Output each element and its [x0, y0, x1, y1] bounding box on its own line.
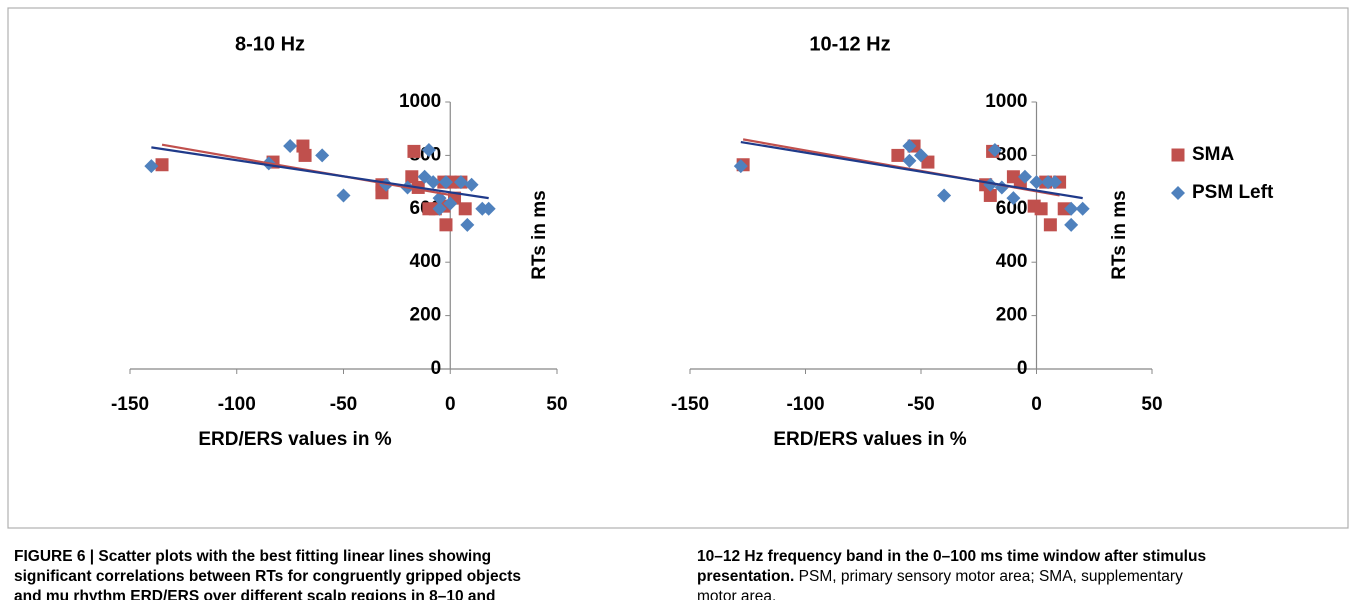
point [987, 143, 1002, 158]
y-tick-label: 0 [1017, 358, 1028, 379]
point [1029, 175, 1044, 190]
point [283, 139, 298, 154]
point [421, 143, 436, 158]
chart-title: 10-12 Hz [809, 33, 890, 55]
point [1047, 175, 1062, 190]
y-tick-label: 800 [996, 144, 1028, 165]
y-tick-label: 1000 [399, 91, 441, 112]
point [902, 139, 917, 154]
y-tick-label: 600 [996, 198, 1028, 219]
point [937, 188, 952, 203]
legend-marker [1171, 148, 1185, 162]
point [1064, 217, 1079, 232]
x-tick-label: -50 [330, 394, 357, 415]
point [914, 148, 928, 163]
point [733, 159, 748, 174]
point [1075, 201, 1090, 216]
point [315, 148, 330, 163]
caption-line: and mu rhythm ERD/ERS over different sca… [14, 588, 495, 600]
trend-line [740, 140, 1083, 200]
point [439, 218, 453, 232]
x-axis-label: ERD/ERS values in % [198, 429, 391, 450]
y-axis-label: RTs in ms [1109, 190, 1130, 279]
point [1006, 191, 1021, 206]
point [1043, 218, 1057, 232]
x-tick-label: -100 [218, 394, 256, 415]
point [1064, 201, 1079, 216]
x-tick-label: 50 [546, 394, 567, 415]
point [405, 170, 419, 184]
y-tick-label: 400 [410, 251, 442, 272]
point [464, 177, 479, 192]
x-tick-label: -150 [671, 394, 709, 415]
point [902, 153, 917, 168]
y-tick-label: 1000 [985, 91, 1027, 112]
point [1017, 169, 1032, 184]
x-tick-label: 0 [1031, 394, 1042, 415]
caption-line: presentation. PSM, primary sensory motor… [697, 568, 1183, 585]
point [144, 159, 159, 174]
point [460, 217, 475, 232]
legend-label: SMA [1192, 144, 1235, 165]
x-tick-label: -150 [111, 394, 149, 415]
point [921, 155, 935, 169]
point [336, 188, 351, 203]
point [298, 148, 312, 162]
caption-line: significant correlations between RTs for… [14, 568, 521, 585]
x-tick-label: 0 [445, 394, 456, 415]
y-tick-label: 0 [431, 358, 442, 379]
chart-title: 8-10 Hz [235, 33, 305, 55]
x-axis-label: ERD/ERS values in % [773, 429, 966, 450]
point [155, 158, 169, 172]
y-tick-label: 400 [996, 251, 1028, 272]
caption-line: 10–12 Hz frequency band in the 0–100 ms … [697, 548, 1206, 565]
trend-line [151, 146, 489, 200]
x-tick-label: -50 [907, 394, 934, 415]
point [432, 201, 447, 216]
point [1034, 202, 1048, 216]
caption-line: FIGURE 6 | Scatter plots with the best f… [14, 548, 491, 565]
y-tick-label: 200 [996, 305, 1028, 326]
x-tick-label: 50 [1141, 394, 1162, 415]
point [983, 188, 997, 202]
point [983, 177, 998, 192]
point [458, 202, 472, 216]
point [481, 201, 496, 216]
point [453, 175, 468, 190]
point [407, 144, 421, 158]
caption-line: motor area. [697, 588, 776, 600]
point [891, 148, 905, 162]
legend-marker [1171, 186, 1185, 200]
point [994, 180, 1009, 195]
caption-bold: presentation. [697, 568, 794, 585]
x-tick-label: -100 [786, 394, 824, 415]
point [438, 175, 453, 190]
figure-frame [7, 7, 1349, 529]
y-tick-label: 200 [410, 305, 442, 326]
y-axis-label: RTs in ms [529, 190, 550, 279]
point [443, 196, 458, 211]
point [426, 175, 441, 190]
caption-text: PSM, primary sensory motor area; SMA, su… [799, 568, 1183, 585]
legend-label: PSM Left [1192, 182, 1274, 203]
